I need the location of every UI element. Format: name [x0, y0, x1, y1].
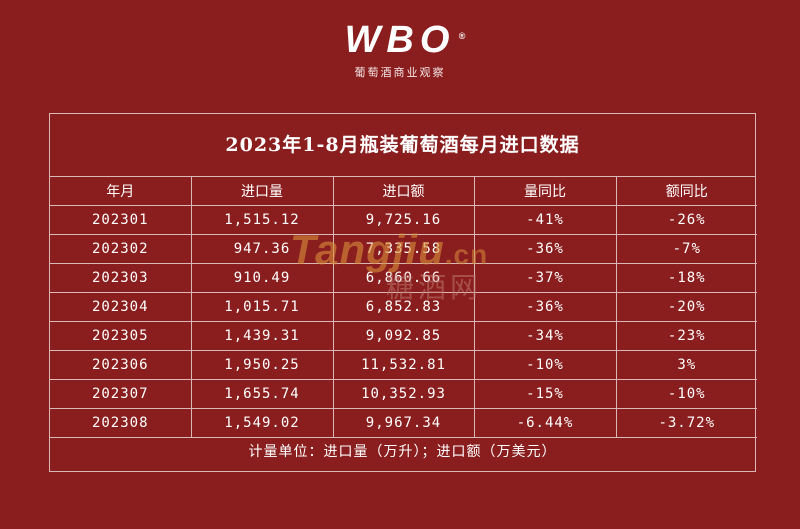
cell-month: 202302: [50, 234, 192, 264]
cell-value-yoy: -23%: [615, 321, 757, 351]
cell-volume-yoy: -15%: [473, 379, 617, 409]
cell-volume-yoy: -37%: [473, 263, 617, 293]
table-row: 202303 910.49 6,860.66 -37% -18%: [50, 263, 757, 293]
cell-value-yoy: -7%: [615, 234, 757, 264]
table-row: 202302 947.36 7,335.58 -36% -7%: [50, 234, 757, 264]
cell-volume-yoy: -34%: [473, 321, 617, 351]
cell-volume-yoy: -41%: [473, 205, 617, 235]
cell-month: 202308: [50, 408, 192, 438]
import-data-table: 2023年1-8月瓶装葡萄酒每月进口数据 年月 进口量 进口额 量同比 额同比 …: [49, 113, 757, 472]
cell-value: 11,532.81: [332, 350, 475, 380]
cell-value: 9,092.85: [332, 321, 475, 351]
cell-volume: 1,515.12: [190, 205, 334, 235]
cell-value: 10,352.93: [332, 379, 475, 409]
header-volume-yoy: 量同比: [473, 177, 617, 206]
cell-volume: 910.49: [190, 263, 334, 293]
header-row: 年月 进口量 进口额 量同比 额同比: [50, 177, 757, 206]
cell-value: 9,967.34: [332, 408, 475, 438]
cell-volume: 1,439.31: [190, 321, 334, 351]
table-row: 202305 1,439.31 9,092.85 -34% -23%: [50, 321, 757, 351]
cell-month: 202307: [50, 379, 192, 409]
cell-value: 6,860.66: [332, 263, 475, 293]
cell-volume-yoy: -6.44%: [473, 408, 617, 438]
table-title: 2023年1-8月瓶装葡萄酒每月进口数据: [50, 114, 755, 177]
table-row: 202306 1,950.25 11,532.81 -10% 3%: [50, 350, 757, 380]
table-row: 202301 1,515.12 9,725.16 -41% -26%: [50, 205, 757, 235]
cell-volume-yoy: -36%: [473, 292, 617, 322]
cell-value-yoy: 3%: [615, 350, 757, 380]
wbo-logo: WBO ®: [344, 19, 466, 61]
table-row: 202308 1,549.02 9,967.34 -6.44% -3.72%: [50, 408, 757, 438]
cell-volume-yoy: -10%: [473, 350, 617, 380]
header-value: 进口额: [332, 177, 475, 206]
cell-value: 9,725.16: [332, 205, 475, 235]
header-month: 年月: [50, 177, 192, 206]
cell-value: 7,335.58: [332, 234, 475, 264]
cell-volume-yoy: -36%: [473, 234, 617, 264]
header-value-yoy: 额同比: [615, 177, 757, 206]
cell-month: 202303: [50, 263, 192, 293]
cell-volume: 1,655.74: [190, 379, 334, 409]
unit-note: 计量单位：进口量（万升）；进口额（万美元）: [248, 444, 557, 460]
logo: WBO ® 葡萄酒商业观察: [0, 20, 800, 80]
table-row: 202307 1,655.74 10,352.93 -15% -10%: [50, 379, 757, 409]
logo-subtitle: 葡萄酒商业观察: [354, 66, 446, 79]
cell-month: 202306: [50, 350, 192, 380]
cell-month: 202304: [50, 292, 192, 322]
cell-month: 202305: [50, 321, 192, 351]
cell-value-yoy: -18%: [615, 263, 757, 293]
cell-value-yoy: -20%: [615, 292, 757, 322]
data-table: 年月 进口量 进口额 量同比 额同比 202301 1,515.12 9,725…: [50, 177, 757, 438]
cell-volume: 1,950.25: [190, 350, 334, 380]
cell-volume: 1,015.71: [190, 292, 334, 322]
cell-value-yoy: -10%: [615, 379, 757, 409]
cell-month: 202301: [50, 205, 192, 235]
header-volume: 进口量: [190, 177, 334, 206]
cell-value-yoy: -26%: [615, 205, 757, 235]
table-row: 202304 1,015.71 6,852.83 -36% -20%: [50, 292, 757, 322]
cell-value: 6,852.83: [332, 292, 475, 322]
cell-volume: 947.36: [190, 234, 334, 264]
cell-volume: 1,549.02: [190, 408, 334, 438]
cell-value-yoy: -3.72%: [615, 408, 757, 438]
